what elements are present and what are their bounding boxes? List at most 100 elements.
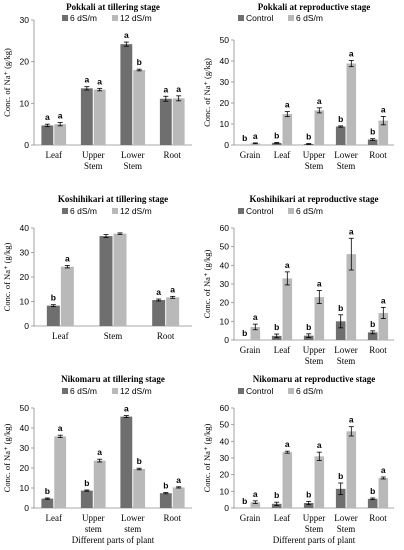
significance-letter: a bbox=[381, 465, 386, 475]
y-axis-title: Conc. of Na⁺ (g/kg) bbox=[202, 249, 212, 318]
x-tick-label: Upper bbox=[82, 150, 105, 160]
significance-letter: b bbox=[338, 471, 343, 481]
y-axis-title: Conc. of Na⁺ (g/kg) bbox=[2, 242, 12, 311]
bar bbox=[41, 125, 54, 145]
x-tick-label: Leaf bbox=[46, 150, 62, 160]
y-tick-label: 40 bbox=[20, 223, 30, 233]
significance-letter: b bbox=[274, 322, 279, 332]
legend-label: 6 dS/m bbox=[296, 13, 323, 23]
significance-letter: a bbox=[317, 279, 322, 289]
legend-label: 12 dS/m bbox=[120, 386, 152, 396]
significance-letter: b bbox=[306, 132, 311, 142]
x-tick-label: Lower bbox=[334, 345, 358, 355]
legend-label: Control bbox=[246, 13, 274, 23]
y-tick-label: 40 bbox=[220, 260, 230, 270]
bar bbox=[54, 436, 67, 508]
bar bbox=[172, 98, 185, 145]
y-tick-label: 0 bbox=[24, 321, 29, 331]
significance-letter: b bbox=[84, 478, 89, 488]
y-tick-label: 30 bbox=[20, 443, 30, 453]
bar bbox=[335, 126, 346, 145]
bar bbox=[172, 487, 185, 508]
bar bbox=[99, 236, 113, 326]
y-axis-title: Conc. of Na⁺ (g/kg) bbox=[202, 58, 212, 127]
significance-letter: a bbox=[285, 260, 290, 270]
legend-label: 6 dS/m bbox=[70, 13, 97, 23]
x-tick-label: Stem bbox=[305, 524, 324, 534]
significance-letter: a bbox=[285, 439, 290, 449]
y-tick-label: 50 bbox=[220, 420, 230, 430]
y-axis-title: Conc. of Na⁺ (g/kg) bbox=[2, 423, 12, 492]
legend-label: 12 dS/m bbox=[120, 13, 152, 23]
y-tick-label: 30 bbox=[220, 453, 230, 463]
bar bbox=[46, 305, 60, 326]
significance-letter: b bbox=[242, 496, 247, 506]
bar bbox=[133, 70, 146, 145]
x-tick-label: Grain bbox=[240, 513, 261, 523]
y-tick-label: 20 bbox=[220, 298, 230, 308]
x-tick-label: Root bbox=[369, 345, 387, 355]
y-tick-label: 0 bbox=[224, 140, 229, 150]
x-tick-label: Root bbox=[369, 150, 387, 160]
y-tick-label: 60 bbox=[220, 403, 230, 413]
legend-swatch bbox=[112, 388, 118, 394]
significance-letter: a bbox=[253, 312, 258, 322]
legend-swatch bbox=[238, 15, 244, 21]
chart-title: Pokkali at reproductive stage bbox=[258, 2, 370, 12]
bar bbox=[378, 120, 389, 145]
bar bbox=[271, 503, 282, 508]
significance-letter: a bbox=[176, 84, 181, 94]
x-tick-label: Lower bbox=[121, 513, 145, 523]
significance-letter: b bbox=[274, 130, 279, 140]
x-tick-label: Stem bbox=[84, 161, 103, 171]
significance-letter: b bbox=[242, 133, 247, 143]
significance-letter: b bbox=[370, 486, 375, 496]
y-tick-label: 30 bbox=[220, 77, 230, 87]
x-tick-label: Leaf bbox=[274, 150, 290, 160]
significance-letter: a bbox=[45, 112, 50, 122]
legend-swatch bbox=[62, 15, 68, 21]
bar bbox=[378, 312, 389, 340]
x-tick-label: Stem bbox=[337, 161, 356, 171]
x-tick-label: stem bbox=[85, 524, 102, 534]
x-tick-label: Stem bbox=[305, 356, 324, 366]
y-tick-label: 50 bbox=[20, 403, 30, 413]
chart-title: Nikomaru at tillering stage bbox=[61, 374, 165, 384]
significance-letter: a bbox=[381, 104, 386, 114]
significance-letter: a bbox=[170, 284, 175, 294]
x-tick-label: Stem bbox=[305, 161, 324, 171]
x-tick-label: Leaf bbox=[46, 513, 62, 523]
y-tick-label: 0 bbox=[24, 503, 29, 513]
bar bbox=[80, 490, 93, 508]
bar bbox=[120, 416, 133, 508]
significance-letter: a bbox=[349, 226, 354, 236]
legend-swatch bbox=[288, 208, 294, 214]
significance-letter: b bbox=[306, 489, 311, 499]
bar bbox=[41, 498, 54, 508]
significance-letter: a bbox=[58, 111, 63, 121]
y-axis-title: Conc. of Na⁺ (g/kg) bbox=[2, 48, 12, 117]
legend-swatch bbox=[62, 208, 68, 214]
significance-letter: b bbox=[242, 328, 247, 338]
legend-swatch bbox=[238, 208, 244, 214]
significance-letter: a bbox=[97, 76, 102, 86]
significance-letter: b bbox=[51, 293, 56, 303]
significance-letter: a bbox=[317, 440, 322, 450]
significance-letter: b bbox=[137, 456, 142, 466]
chart-panel-3: Koshihikari at tillering stage 6 dS/m 12 d… bbox=[2, 194, 192, 341]
chart-title: Koshihikari at reproductive stage bbox=[250, 194, 379, 204]
bar bbox=[303, 503, 314, 508]
x-tick-label: Root bbox=[369, 513, 387, 523]
x-tick-label: Stem bbox=[123, 161, 142, 171]
significance-letter: a bbox=[253, 489, 258, 499]
significance-letter: a bbox=[381, 295, 386, 305]
significance-letter: b bbox=[370, 127, 375, 137]
legend-swatch bbox=[288, 388, 294, 394]
x-tick-label: Grain bbox=[240, 345, 261, 355]
bar bbox=[314, 110, 325, 145]
x-tick-label: Root bbox=[163, 513, 181, 523]
bar bbox=[60, 266, 74, 326]
y-tick-label: 60 bbox=[220, 223, 230, 233]
y-tick-label: 50 bbox=[220, 35, 230, 45]
